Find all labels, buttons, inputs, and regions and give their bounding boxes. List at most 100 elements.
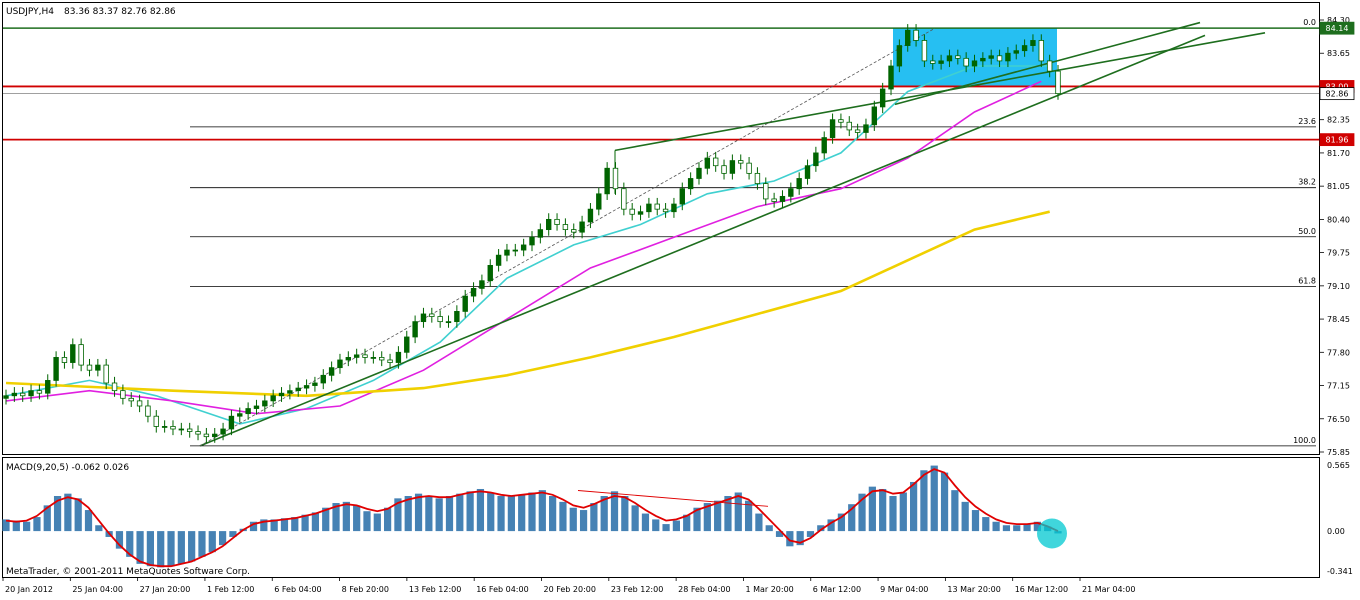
macd-histogram-bar [559, 501, 567, 532]
macd-histogram-bar [1002, 525, 1011, 532]
x-tick-label: 20 Jan 2012 [5, 585, 53, 594]
macd-histogram-bar [920, 470, 928, 532]
candle-body [921, 40, 928, 62]
candle-body [571, 229, 577, 233]
macd-histogram-bar [909, 481, 918, 532]
candle-body [3, 395, 9, 399]
x-tick-label: 8 Feb 20:00 [342, 585, 389, 594]
candle-body [161, 426, 168, 428]
candle-body [829, 119, 836, 138]
candle-body [754, 172, 761, 184]
candle-body [379, 357, 385, 361]
macd-histogram-bar [218, 531, 227, 546]
symbol-label: USDJPY,H4 [6, 7, 54, 17]
candle-body [278, 392, 285, 397]
candle-body [529, 236, 535, 246]
macd-histogram-bar [425, 496, 433, 532]
fib-level-label: 61.8 [1298, 276, 1316, 285]
candle-body [738, 160, 744, 164]
candle-body [938, 60, 944, 64]
x-tick-label: 6 Mar 12:00 [813, 585, 861, 594]
macd-histogram-bar [291, 517, 299, 532]
candle-body [404, 336, 410, 353]
candle-body [646, 203, 652, 213]
macd-histogram-bar [487, 492, 495, 532]
macd-histogram-bar [157, 531, 165, 568]
candle-body [804, 165, 811, 179]
macd-histogram-bar [889, 496, 897, 532]
copyright-text: MetaTrader, © 2001-2011 MetaQuotes Softw… [6, 567, 250, 577]
y-tick-label: 80.40 [1327, 215, 1350, 224]
candle-body [654, 203, 660, 210]
candle-body [930, 60, 936, 64]
candle-body [679, 188, 685, 205]
candle-body [871, 106, 878, 126]
macd-histogram-bar [786, 531, 794, 547]
y-tick-label: 78.45 [1327, 315, 1350, 324]
candle-body [504, 249, 510, 256]
macd-histogram-bar [2, 519, 10, 532]
macd-histogram-bar [806, 531, 815, 537]
macd-histogram-bar [734, 492, 742, 532]
macd-histogram-bar [549, 496, 557, 532]
candle-body [195, 431, 201, 435]
candle-body [28, 390, 34, 397]
macd-histogram-bar [404, 496, 412, 532]
macd-histogram-bar [848, 504, 856, 532]
candle-body [170, 426, 176, 430]
candle-body [562, 224, 569, 231]
macd-histogram-bar [641, 513, 650, 532]
macd-histogram-bar [982, 517, 990, 532]
candle-body [237, 413, 243, 417]
macd-histogram-bar [353, 505, 361, 532]
fib-level-label: 23.6 [1298, 117, 1316, 126]
candle-body [863, 124, 869, 133]
candle-body [145, 405, 151, 417]
macd-label: MACD(9,20,5) -0.062 0.026 [6, 463, 129, 473]
candle-body [612, 167, 619, 190]
candle-body [587, 208, 594, 223]
y-tick-label: 75.85 [1327, 448, 1350, 457]
macd-histogram-bar [394, 498, 402, 532]
macd-histogram-bar [136, 531, 144, 564]
candle-body [1021, 45, 1028, 52]
candle-body [454, 311, 460, 323]
candle-body [437, 316, 443, 323]
macd-histogram-bar [744, 500, 753, 532]
candle-body [462, 295, 468, 312]
candle-body [1055, 70, 1061, 95]
macd-histogram-bar [445, 496, 454, 532]
x-tick-label: 23 Feb 12:00 [611, 585, 663, 594]
candle-body [854, 129, 861, 133]
macd-histogram-bar [1023, 524, 1031, 532]
macd-histogram-bar [198, 531, 206, 557]
y-tick-label: 79.10 [1327, 282, 1350, 291]
macd-histogram-bar [858, 493, 866, 532]
candle-body [729, 160, 736, 174]
candle-body [1005, 52, 1011, 62]
price-panel-frame [2, 2, 1320, 455]
candle-body [546, 218, 552, 231]
candle-body [788, 188, 794, 197]
candle-body [579, 221, 585, 233]
macd-histogram-bar [724, 496, 732, 532]
candle-body [178, 428, 185, 431]
candle-body [253, 405, 260, 409]
candle-body [495, 254, 502, 266]
macd-histogram-bar [115, 531, 124, 549]
candle-body [604, 167, 610, 195]
x-tick-label: 16 Feb 04:00 [476, 585, 528, 594]
macd-histogram-bar [146, 531, 155, 567]
y-tick-label: 82.35 [1327, 116, 1350, 125]
candle-body [779, 195, 786, 202]
macd-histogram-bar [260, 519, 268, 532]
fib-level-label: 38.2 [1298, 178, 1316, 187]
candle-body [796, 178, 802, 190]
candle-body [487, 264, 493, 282]
fib-level-label: 50.0 [1298, 227, 1316, 236]
macd-histogram-bar [270, 519, 278, 532]
candle-body [328, 367, 335, 376]
candle-body [20, 392, 26, 397]
